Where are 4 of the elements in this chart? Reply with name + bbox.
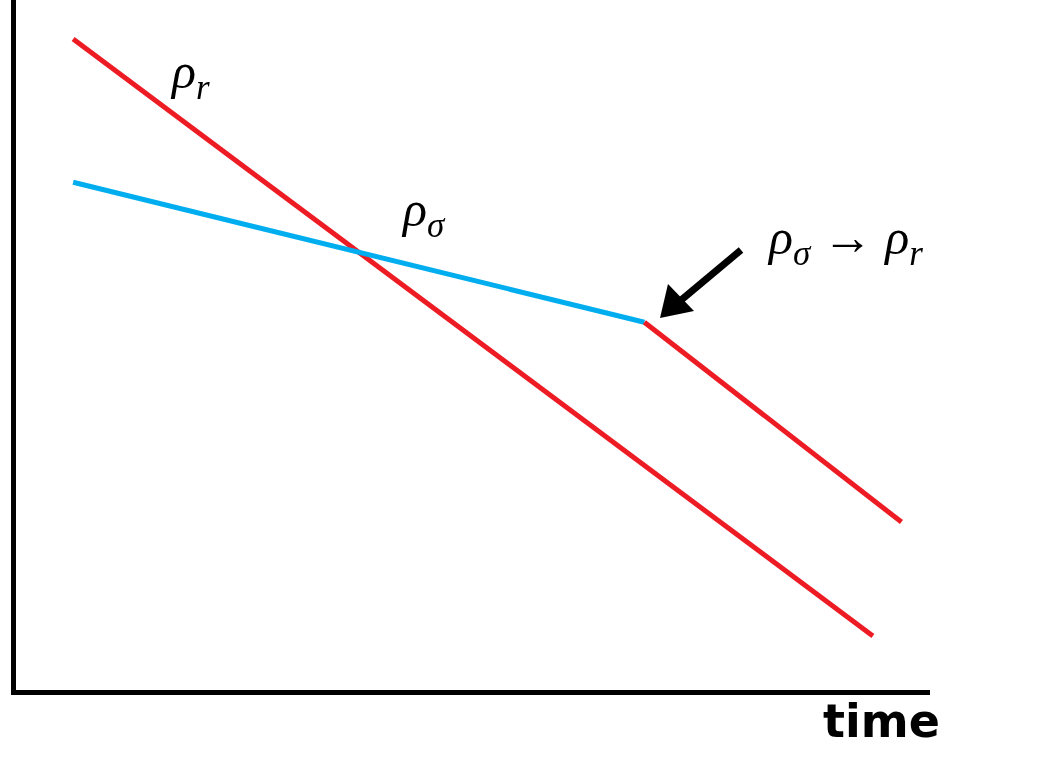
series-label: ρ$_{σ}$ [401,181,446,245]
annotation: ρ$_{σ}$ → ρ$_{r}$ [767,209,924,273]
series-label: ρ$_{r}$ [170,43,210,107]
x-axis-title: time [823,694,940,749]
